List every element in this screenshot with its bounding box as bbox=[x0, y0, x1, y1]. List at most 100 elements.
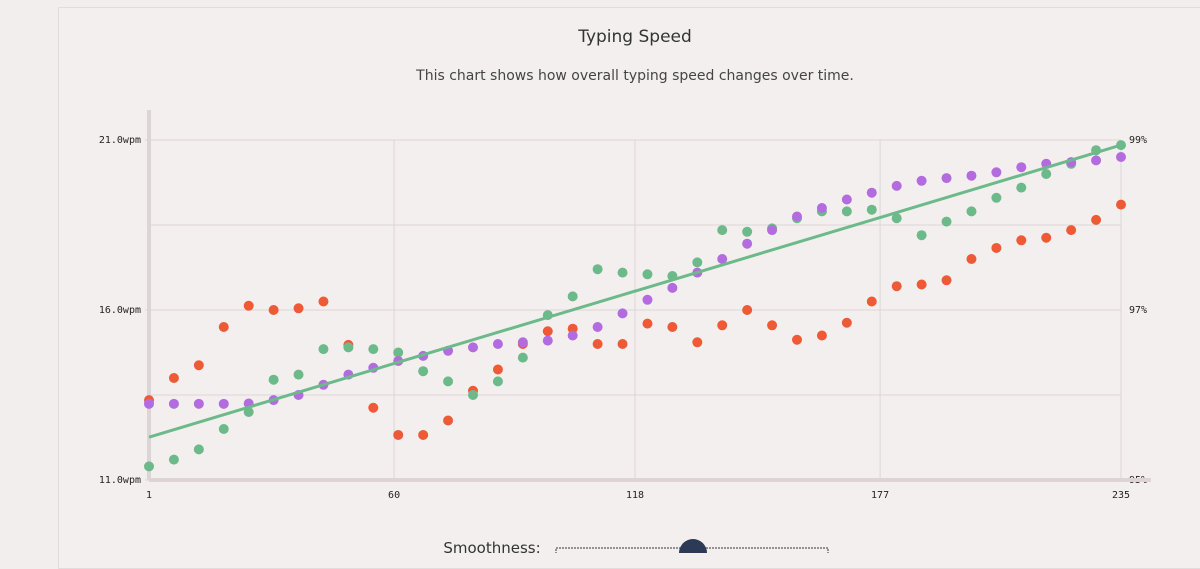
data-point bbox=[816, 330, 827, 341]
data-point bbox=[891, 180, 902, 191]
data-point bbox=[293, 369, 304, 380]
data-point bbox=[592, 339, 603, 349]
data-point bbox=[841, 206, 852, 217]
data-point bbox=[1116, 199, 1126, 210]
data-point bbox=[717, 225, 728, 236]
data-point bbox=[941, 275, 952, 286]
data-point bbox=[443, 415, 454, 426]
data-point bbox=[492, 339, 503, 349]
data-point bbox=[866, 296, 877, 307]
data-point bbox=[667, 322, 678, 332]
data-point bbox=[767, 225, 778, 236]
data-point bbox=[742, 226, 753, 237]
data-point bbox=[742, 305, 753, 315]
data-point bbox=[144, 461, 154, 472]
x-tick-label: 118 bbox=[626, 490, 644, 501]
y-tick-label: 16.0wpm bbox=[99, 305, 141, 316]
data-point bbox=[567, 330, 578, 341]
data-point bbox=[941, 173, 952, 184]
x-tick-label: 60 bbox=[388, 490, 400, 501]
data-point bbox=[1041, 232, 1052, 243]
data-point bbox=[168, 373, 179, 383]
data-point bbox=[866, 204, 877, 215]
slider-knob[interactable] bbox=[679, 539, 707, 553]
data-point bbox=[318, 296, 329, 307]
data-point bbox=[1091, 155, 1102, 166]
data-point bbox=[243, 300, 254, 311]
data-point bbox=[966, 206, 977, 217]
data-point bbox=[991, 242, 1002, 253]
data-point bbox=[841, 194, 852, 205]
data-point bbox=[218, 424, 229, 434]
chart-title: Typing Speed bbox=[577, 27, 692, 47]
data-point bbox=[592, 264, 603, 275]
data-point bbox=[916, 279, 927, 290]
data-point bbox=[692, 337, 703, 348]
y-tick-label: 21.0wpm bbox=[99, 135, 141, 146]
data-point bbox=[667, 282, 678, 293]
data-point bbox=[418, 366, 429, 377]
data-point bbox=[717, 254, 728, 264]
data-point bbox=[841, 317, 852, 328]
data-point bbox=[991, 192, 1002, 203]
data-point bbox=[193, 398, 204, 409]
data-point bbox=[1091, 214, 1102, 225]
data-point bbox=[816, 203, 827, 213]
data-point bbox=[218, 322, 229, 332]
data-point bbox=[492, 364, 503, 375]
data-point bbox=[517, 337, 528, 348]
data-point bbox=[318, 344, 329, 355]
data-point bbox=[916, 230, 927, 241]
data-point bbox=[218, 398, 229, 409]
data-point bbox=[941, 216, 952, 227]
data-point bbox=[393, 429, 404, 440]
data-point bbox=[866, 187, 877, 198]
data-point bbox=[567, 291, 578, 302]
data-point bbox=[517, 352, 528, 363]
y-tick-label: 11.0wpm bbox=[99, 475, 141, 486]
chart-card bbox=[58, 7, 1200, 569]
data-point bbox=[642, 294, 653, 305]
data-point bbox=[268, 374, 279, 385]
data-point bbox=[617, 339, 628, 349]
x-tick-label: 1 bbox=[146, 490, 152, 501]
data-point bbox=[916, 175, 927, 186]
data-point bbox=[966, 254, 977, 264]
data-point bbox=[168, 454, 179, 465]
data-point bbox=[343, 342, 354, 353]
data-point bbox=[617, 308, 628, 319]
data-point bbox=[542, 326, 553, 337]
data-point bbox=[468, 390, 478, 400]
chart-subtitle: This chart shows how overall typing spee… bbox=[415, 68, 854, 84]
data-point bbox=[991, 167, 1002, 178]
data-point bbox=[742, 238, 753, 249]
data-point bbox=[368, 402, 379, 413]
data-point bbox=[1041, 169, 1052, 179]
data-point bbox=[642, 269, 653, 280]
data-point bbox=[418, 429, 429, 440]
data-point bbox=[891, 281, 902, 292]
data-point bbox=[268, 305, 279, 315]
data-point bbox=[792, 211, 802, 222]
data-point bbox=[642, 318, 653, 329]
data-point bbox=[767, 320, 778, 331]
y2-tick-label: 97% bbox=[1129, 305, 1147, 316]
smoothness-label: Smoothness: bbox=[443, 539, 540, 553]
data-point bbox=[293, 303, 304, 314]
data-point bbox=[1016, 235, 1027, 246]
data-point bbox=[617, 267, 628, 278]
data-point bbox=[393, 347, 404, 358]
data-point bbox=[1016, 162, 1027, 173]
data-point bbox=[692, 257, 703, 268]
data-point bbox=[592, 322, 603, 332]
x-tick-label: 235 bbox=[1112, 490, 1130, 501]
chart: Typing Speed This chart shows how overal… bbox=[99, 27, 1151, 553]
data-point bbox=[193, 360, 204, 371]
data-point bbox=[1016, 182, 1027, 193]
data-point bbox=[443, 376, 454, 387]
data-point bbox=[966, 170, 977, 181]
data-point bbox=[717, 320, 728, 331]
x-tick-label: 177 bbox=[871, 490, 889, 501]
data-point bbox=[144, 398, 154, 409]
trend-line bbox=[148, 143, 1122, 439]
